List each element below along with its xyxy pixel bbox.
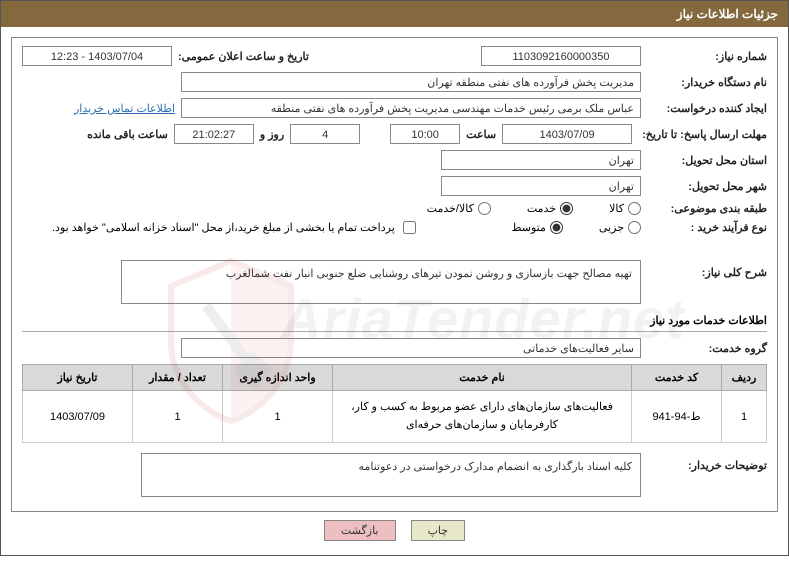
field-buyer: مدیریت پخش فرآورده های نفتی منطقه تهران: [181, 72, 641, 92]
field-deadline-hour: 10:00: [390, 124, 460, 144]
th-date: تاریخ نیاز: [23, 365, 133, 391]
table-row: 1ط-94-941فعالیت‌های سازمان‌های دارای عضو…: [23, 391, 767, 443]
table-cell: 1: [223, 391, 333, 443]
table-cell: ط-94-941: [632, 391, 722, 443]
radio-proc-minor-label: جزیی: [599, 221, 624, 234]
field-city: تهران: [441, 176, 641, 196]
radio-cat-goods-label: کالا: [609, 202, 624, 215]
radio-proc-minor[interactable]: جزیی: [599, 221, 641, 234]
field-need-no: 1103092160000350: [481, 46, 641, 66]
radio-proc-medium-label: متوسط: [511, 221, 546, 234]
label-service-group: گروه خدمت:: [647, 342, 767, 355]
field-requester: عباس ملک برمی رئیس خدمات مهندسی مدیریت پ…: [181, 98, 641, 118]
back-button[interactable]: بازگشت: [324, 520, 396, 541]
radio-cat-goods[interactable]: کالا: [609, 202, 641, 215]
radio-cat-service-label: خدمت: [527, 202, 556, 215]
th-qty: تعداد / مقدار: [133, 365, 223, 391]
label-proc-type: نوع فرآیند خرید :: [647, 221, 767, 234]
service-table: ردیف کد خدمت نام خدمت واحد اندازه گیری ت…: [22, 364, 767, 443]
label-day-and: روز و: [260, 128, 284, 141]
label-need-desc: شرح کلی نیاز:: [647, 260, 767, 279]
label-deadline: مهلت ارسال پاسخ: تا تاریخ:: [638, 128, 767, 141]
checkbox-payment[interactable]: پرداخت تمام یا بخشی از مبلغ خرید،از محل …: [52, 221, 416, 234]
th-name: نام خدمت: [333, 365, 632, 391]
label-remaining: ساعت باقی مانده: [87, 128, 168, 141]
section-service-info: اطلاعات خدمات مورد نیاز: [22, 314, 767, 332]
table-cell: 1: [133, 391, 223, 443]
label-buyer: نام دستگاه خریدار:: [647, 76, 767, 89]
field-need-desc: تهیه مصالح جهت بازسازی و روشن نمودن تیره…: [121, 260, 641, 304]
label-requester: ایجاد کننده درخواست:: [647, 102, 767, 115]
field-days-remain: 4: [290, 124, 360, 144]
table-cell: فعالیت‌های سازمان‌های دارای عضو مربوط به…: [333, 391, 632, 443]
print-button[interactable]: چاپ: [411, 520, 466, 541]
label-buyer-note: توضیحات خریدار:: [647, 453, 767, 472]
field-deadline-date: 1403/07/09: [502, 124, 632, 144]
label-announce: تاریخ و ساعت اعلان عمومی:: [178, 50, 309, 63]
radio-cat-goods-service[interactable]: کالا/خدمت: [427, 202, 491, 215]
table-cell: 1: [722, 391, 767, 443]
radio-proc-medium[interactable]: متوسط: [511, 221, 563, 234]
th-row: ردیف: [722, 365, 767, 391]
field-time-remain: 21:02:27: [174, 124, 254, 144]
buyer-contact-link[interactable]: اطلاعات تماس خریدار: [74, 102, 175, 115]
label-province: استان محل تحویل:: [647, 154, 767, 167]
th-unit: واحد اندازه گیری: [223, 365, 333, 391]
table-cell: 1403/07/09: [23, 391, 133, 443]
label-need-no: شماره نیاز:: [647, 50, 767, 63]
page-title: جزئیات اطلاعات نیاز: [1, 1, 788, 27]
th-code: کد خدمت: [632, 365, 722, 391]
radio-cat-service[interactable]: خدمت: [527, 202, 573, 215]
field-announce: 1403/07/04 - 12:23: [22, 46, 172, 66]
field-buyer-note: کلیه اسناد بارگذاری به انضمام مدارک درخو…: [141, 453, 641, 497]
label-hour: ساعت: [466, 128, 496, 141]
payment-note-text: پرداخت تمام یا بخشی از مبلغ خرید،از محل …: [52, 221, 395, 234]
label-city: شهر محل تحویل:: [647, 180, 767, 193]
radio-cat-goods-service-label: کالا/خدمت: [427, 202, 474, 215]
field-province: تهران: [441, 150, 641, 170]
label-category: طبقه بندی موضوعی:: [647, 202, 767, 215]
field-service-group: سایر فعالیت‌های خدماتی: [181, 338, 641, 358]
